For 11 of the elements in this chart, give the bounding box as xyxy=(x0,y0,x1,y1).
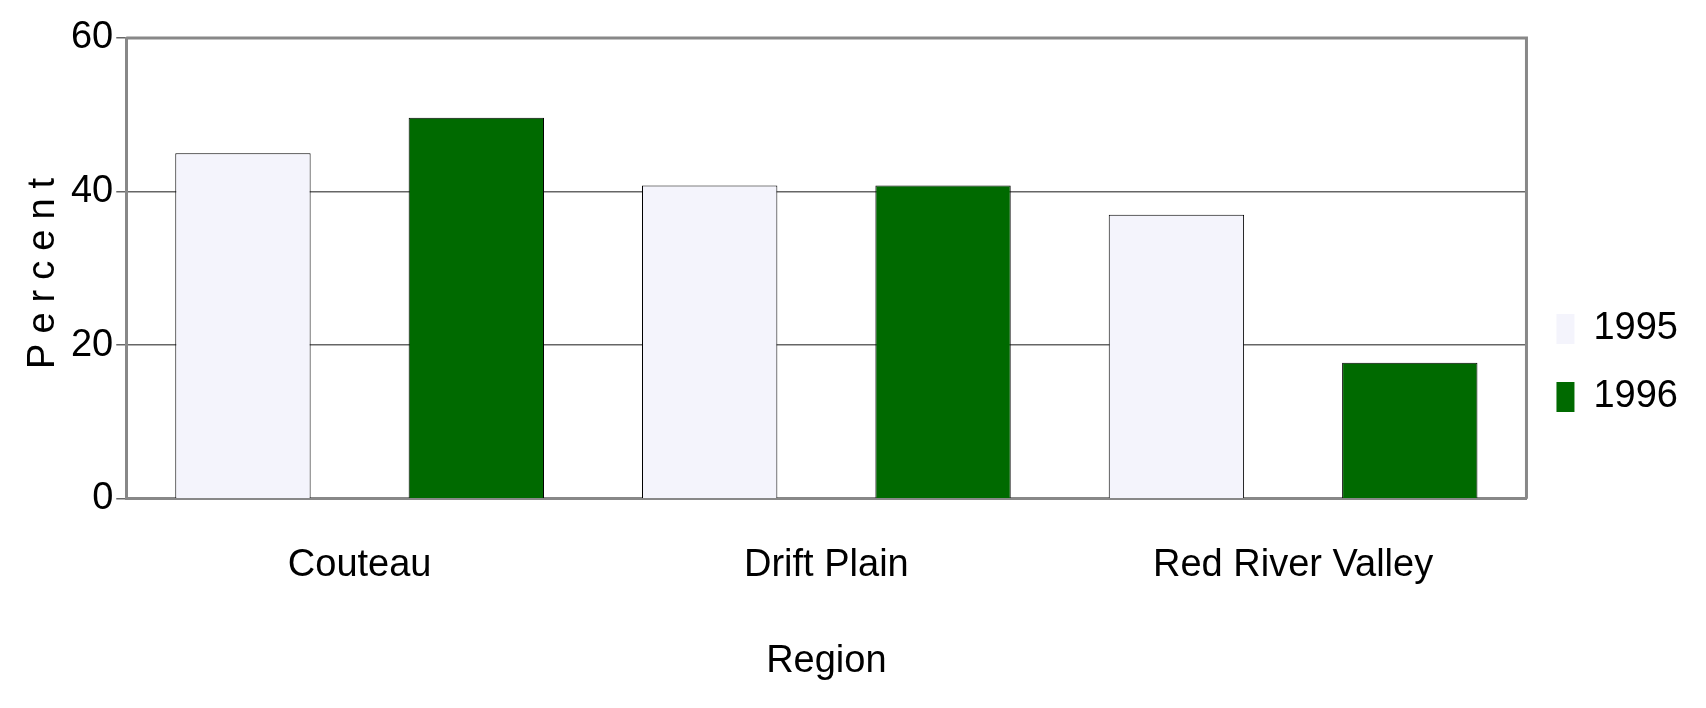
y-tick-label: 60 xyxy=(70,14,114,57)
y-tick-label: 0 xyxy=(92,475,114,518)
y-tick-label: 20 xyxy=(70,321,114,364)
x-tick-label: Drift Plain xyxy=(744,542,909,585)
x-tick-label: Couteau xyxy=(287,542,432,585)
y-tick-label: 40 xyxy=(70,168,114,211)
y-axis-title: Percent xyxy=(20,167,63,369)
x-tick-label: Red River Valley xyxy=(1153,542,1434,585)
legend-label: 1996 xyxy=(1593,373,1679,416)
x-axis-title: Region xyxy=(766,637,887,680)
legend-label: 1995 xyxy=(1593,305,1679,348)
